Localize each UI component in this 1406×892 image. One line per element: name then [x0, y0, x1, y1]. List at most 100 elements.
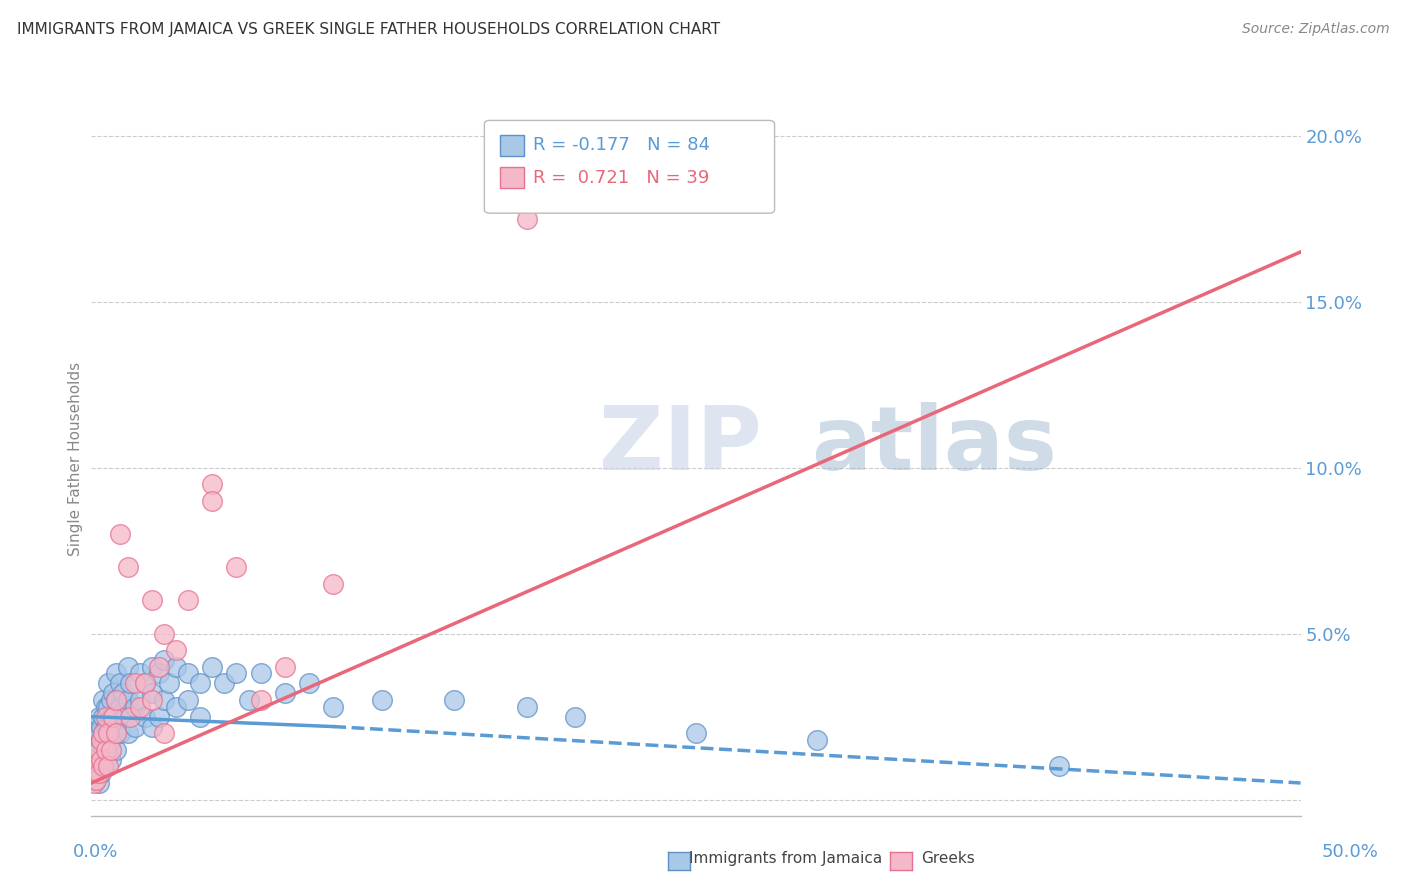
- Point: [201, 660, 224, 674]
- Point: [94, 753, 117, 767]
- Point: [93, 759, 115, 773]
- Point: [93, 726, 115, 740]
- Point: [177, 693, 200, 707]
- Text: Greeks: Greeks: [921, 851, 974, 865]
- Point: [141, 593, 163, 607]
- Point: [564, 709, 586, 723]
- Point: [110, 699, 132, 714]
- Text: Immigrants from Jamaica: Immigrants from Jamaica: [689, 851, 882, 865]
- Point: [806, 732, 828, 747]
- Point: [84, 746, 107, 760]
- Point: [93, 759, 115, 773]
- Point: [124, 699, 146, 714]
- Point: [83, 759, 105, 773]
- Point: [83, 776, 105, 790]
- Point: [90, 732, 112, 747]
- Point: [90, 753, 112, 767]
- Point: [214, 676, 236, 690]
- Point: [87, 743, 110, 757]
- Point: [117, 693, 139, 707]
- FancyBboxPatch shape: [501, 167, 524, 188]
- Point: [188, 676, 211, 690]
- Text: R =  0.721   N = 39: R = 0.721 N = 39: [533, 169, 709, 186]
- Text: IMMIGRANTS FROM JAMAICA VS GREEK SINGLE FATHER HOUSEHOLDS CORRELATION CHART: IMMIGRANTS FROM JAMAICA VS GREEK SINGLE …: [17, 22, 720, 37]
- Point: [83, 766, 105, 780]
- Point: [97, 743, 120, 757]
- Point: [97, 676, 120, 690]
- Text: R = -0.177   N = 84: R = -0.177 N = 84: [533, 136, 710, 154]
- Point: [225, 560, 247, 574]
- Point: [90, 720, 112, 734]
- Point: [120, 709, 142, 723]
- Point: [94, 732, 117, 747]
- Point: [1047, 759, 1070, 773]
- Point: [117, 660, 139, 674]
- Point: [104, 726, 127, 740]
- Point: [516, 699, 538, 714]
- Point: [177, 666, 200, 681]
- Point: [90, 766, 112, 780]
- Point: [148, 660, 170, 674]
- Point: [87, 766, 110, 780]
- Point: [117, 560, 139, 574]
- Text: Source: ZipAtlas.com: Source: ZipAtlas.com: [1241, 22, 1389, 37]
- Point: [153, 626, 176, 640]
- Point: [120, 676, 142, 690]
- Point: [84, 732, 107, 747]
- Text: 50.0%: 50.0%: [1322, 843, 1378, 861]
- Point: [124, 720, 146, 734]
- Point: [87, 726, 110, 740]
- Point: [104, 720, 127, 734]
- Point: [84, 759, 107, 773]
- Point: [124, 676, 146, 690]
- Point: [114, 709, 136, 723]
- Y-axis label: Single Father Households: Single Father Households: [67, 362, 83, 557]
- Point: [97, 699, 120, 714]
- Point: [177, 593, 200, 607]
- Point: [225, 666, 247, 681]
- Point: [101, 726, 124, 740]
- Point: [148, 709, 170, 723]
- Point: [104, 743, 127, 757]
- Point: [97, 720, 120, 734]
- Point: [84, 753, 107, 767]
- Point: [87, 759, 110, 773]
- Point: [128, 666, 150, 681]
- Point: [249, 693, 271, 707]
- Point: [516, 211, 538, 226]
- Point: [93, 743, 115, 757]
- Point: [141, 720, 163, 734]
- Point: [134, 676, 156, 690]
- Point: [249, 666, 271, 681]
- FancyBboxPatch shape: [501, 135, 524, 156]
- Point: [201, 494, 224, 508]
- FancyBboxPatch shape: [484, 120, 775, 213]
- Point: [97, 726, 120, 740]
- Point: [83, 726, 105, 740]
- Point: [110, 527, 132, 541]
- Point: [84, 720, 107, 734]
- Text: 0.0%: 0.0%: [73, 843, 118, 861]
- Point: [134, 676, 156, 690]
- Point: [87, 709, 110, 723]
- Point: [100, 753, 122, 767]
- Point: [141, 686, 163, 700]
- Point: [84, 772, 107, 787]
- Point: [104, 693, 127, 707]
- Point: [117, 726, 139, 740]
- Point: [101, 709, 124, 723]
- Point: [370, 693, 392, 707]
- Point: [134, 709, 156, 723]
- Point: [148, 666, 170, 681]
- Point: [93, 709, 115, 723]
- Point: [111, 686, 134, 700]
- Point: [83, 743, 105, 757]
- Point: [443, 693, 465, 707]
- Point: [104, 666, 127, 681]
- Point: [90, 732, 112, 747]
- Text: ZIP: ZIP: [599, 401, 762, 489]
- Point: [165, 660, 187, 674]
- Point: [93, 726, 115, 740]
- Point: [165, 699, 187, 714]
- Point: [100, 709, 122, 723]
